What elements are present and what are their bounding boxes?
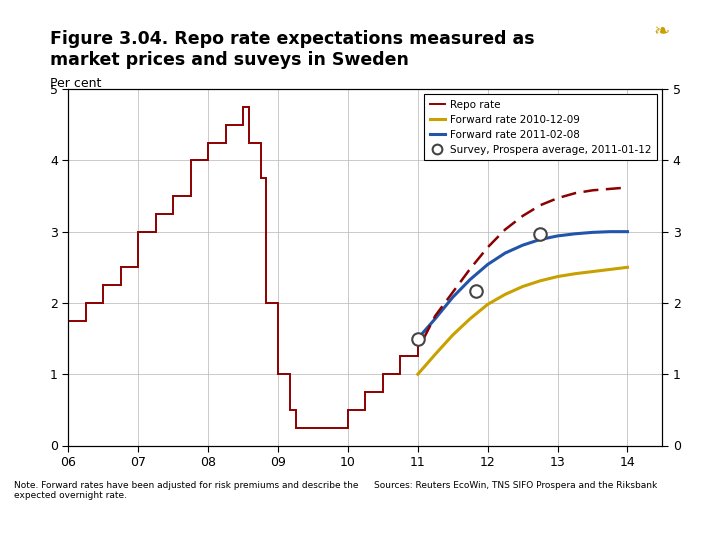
Legend: Repo rate, Forward rate 2010-12-09, Forward rate 2011-02-08, Survey, Prospera av: Repo rate, Forward rate 2010-12-09, Forw…: [425, 94, 657, 160]
Text: market prices and suveys in Sweden: market prices and suveys in Sweden: [50, 51, 409, 69]
Text: Sources: Reuters EcoWin, TNS SIFO Prospera and the Riksbank: Sources: Reuters EcoWin, TNS SIFO Prospe…: [374, 481, 657, 490]
Text: Figure 3.04. Repo rate expectations measured as: Figure 3.04. Repo rate expectations meas…: [50, 30, 535, 48]
Text: SVERIGES
RIKSBANK: SVERIGES RIKSBANK: [643, 49, 680, 60]
Text: Per cent: Per cent: [50, 77, 102, 90]
Text: Note. Forward rates have been adjusted for risk premiums and describe the
expect: Note. Forward rates have been adjusted f…: [14, 481, 359, 500]
Text: ❧: ❧: [654, 23, 670, 42]
